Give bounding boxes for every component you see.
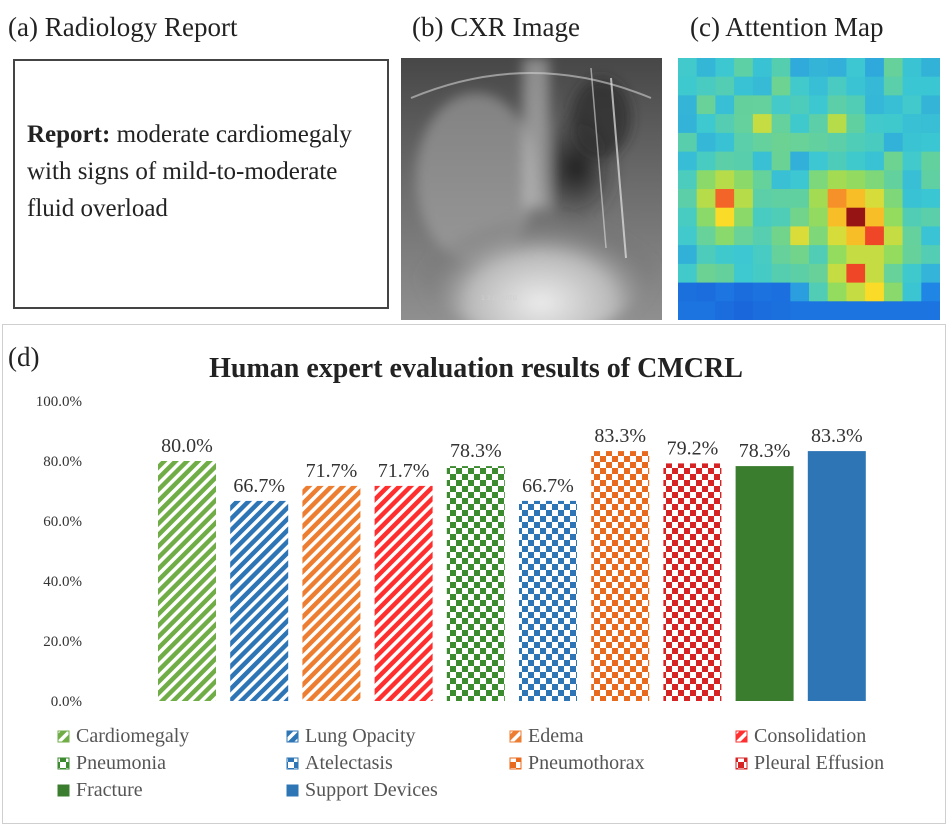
legend-item-pneumothorax: Pneumothorax	[509, 752, 645, 774]
legend-item-pneumonia: Pneumonia	[57, 752, 166, 774]
data-label: 83.3%	[811, 425, 863, 447]
panel-b-label: (b) CXR Image	[412, 12, 580, 42]
data-label: 79.2%	[667, 437, 719, 459]
legend-item-pleural-effusion: Pleural Effusion	[735, 752, 884, 774]
legend-label: Support Devices	[305, 779, 438, 801]
legend-item-consolidation: Consolidation	[735, 725, 866, 747]
panel-d-label: (d)	[8, 342, 39, 372]
data-label: 66.7%	[233, 475, 285, 497]
legend-item-cardiomegaly: Cardiomegaly	[57, 725, 189, 747]
legend-label: Edema	[528, 725, 584, 747]
report-box: Report: moderate cardiomegaly with signs…	[13, 59, 389, 309]
data-label: 78.3%	[739, 440, 791, 462]
data-label: 78.3%	[450, 440, 502, 462]
y-tick-label: 60.0%	[43, 514, 82, 530]
legend-item-support-devices: Support Devices	[286, 779, 438, 801]
legend-item-atelectasis: Atelectasis	[286, 752, 393, 774]
attention-map	[678, 58, 940, 320]
legend-label: Atelectasis	[305, 752, 393, 774]
data-label: 71.7%	[378, 460, 430, 482]
legend-item-lung-opacity: Lung Opacity	[286, 725, 416, 747]
bar-cardiomegaly	[158, 461, 216, 701]
legend-swatch	[57, 784, 70, 797]
legend-swatch	[286, 757, 299, 770]
bar-pneumothorax	[591, 451, 650, 701]
legend-label: Lung Opacity	[305, 725, 416, 747]
y-tick-label: 80.0%	[43, 454, 82, 470]
chart-frame	[2, 324, 946, 824]
bar-support-devices	[807, 451, 866, 701]
legend-label: Pneumothorax	[528, 752, 645, 774]
y-tick-label: 100.0%	[36, 394, 82, 410]
cxr-image: 1 3 CHARTG	[401, 58, 662, 320]
legend-swatch	[735, 757, 748, 770]
legend-item-fracture: Fracture	[57, 779, 143, 801]
legend-swatch	[57, 730, 70, 743]
legend-swatch	[509, 730, 522, 743]
chart-title: Human expert evaluation results of CMCRL	[209, 353, 743, 384]
legend-label: Pleural Effusion	[754, 752, 884, 774]
legend-swatch	[735, 730, 748, 743]
legend-swatch	[286, 784, 299, 797]
data-label: 80.0%	[161, 435, 213, 457]
cxr-watermark: 1 3 CHARTG	[481, 295, 518, 302]
panel-a-label: (a) Radiology Report	[8, 12, 238, 42]
y-tick-label: 20.0%	[43, 634, 82, 650]
report-body: moderate cardiomegaly with signs of mild…	[27, 121, 352, 222]
bar-atelectasis	[519, 500, 577, 701]
legend-item-edema: Edema	[509, 725, 584, 747]
legend-label: Cardiomegaly	[76, 725, 189, 747]
legend-label: Pneumonia	[76, 752, 166, 774]
bar-pneumonia	[446, 466, 505, 701]
legend-swatch	[509, 757, 522, 770]
legend-swatch	[286, 730, 299, 743]
y-tick-label: 40.0%	[43, 574, 82, 590]
y-tick-label: 0.0%	[51, 694, 82, 710]
legend-label: Consolidation	[754, 725, 866, 747]
data-label: 83.3%	[594, 425, 646, 447]
bar-fracture	[735, 466, 794, 701]
bar-pleural-effusion	[663, 463, 722, 701]
bar-edema	[302, 485, 361, 701]
legend-label: Fracture	[76, 779, 143, 801]
legend-swatch	[57, 757, 70, 770]
panel-c-label: (c) Attention Map	[690, 12, 884, 42]
data-label: 66.7%	[522, 475, 574, 497]
report-text: Report: moderate cardiomegaly with signs…	[27, 116, 379, 227]
bar-consolidation	[374, 485, 433, 701]
data-label: 71.7%	[306, 460, 358, 482]
report-label: Report:	[27, 121, 111, 148]
bar-lung-opacity	[230, 500, 289, 701]
